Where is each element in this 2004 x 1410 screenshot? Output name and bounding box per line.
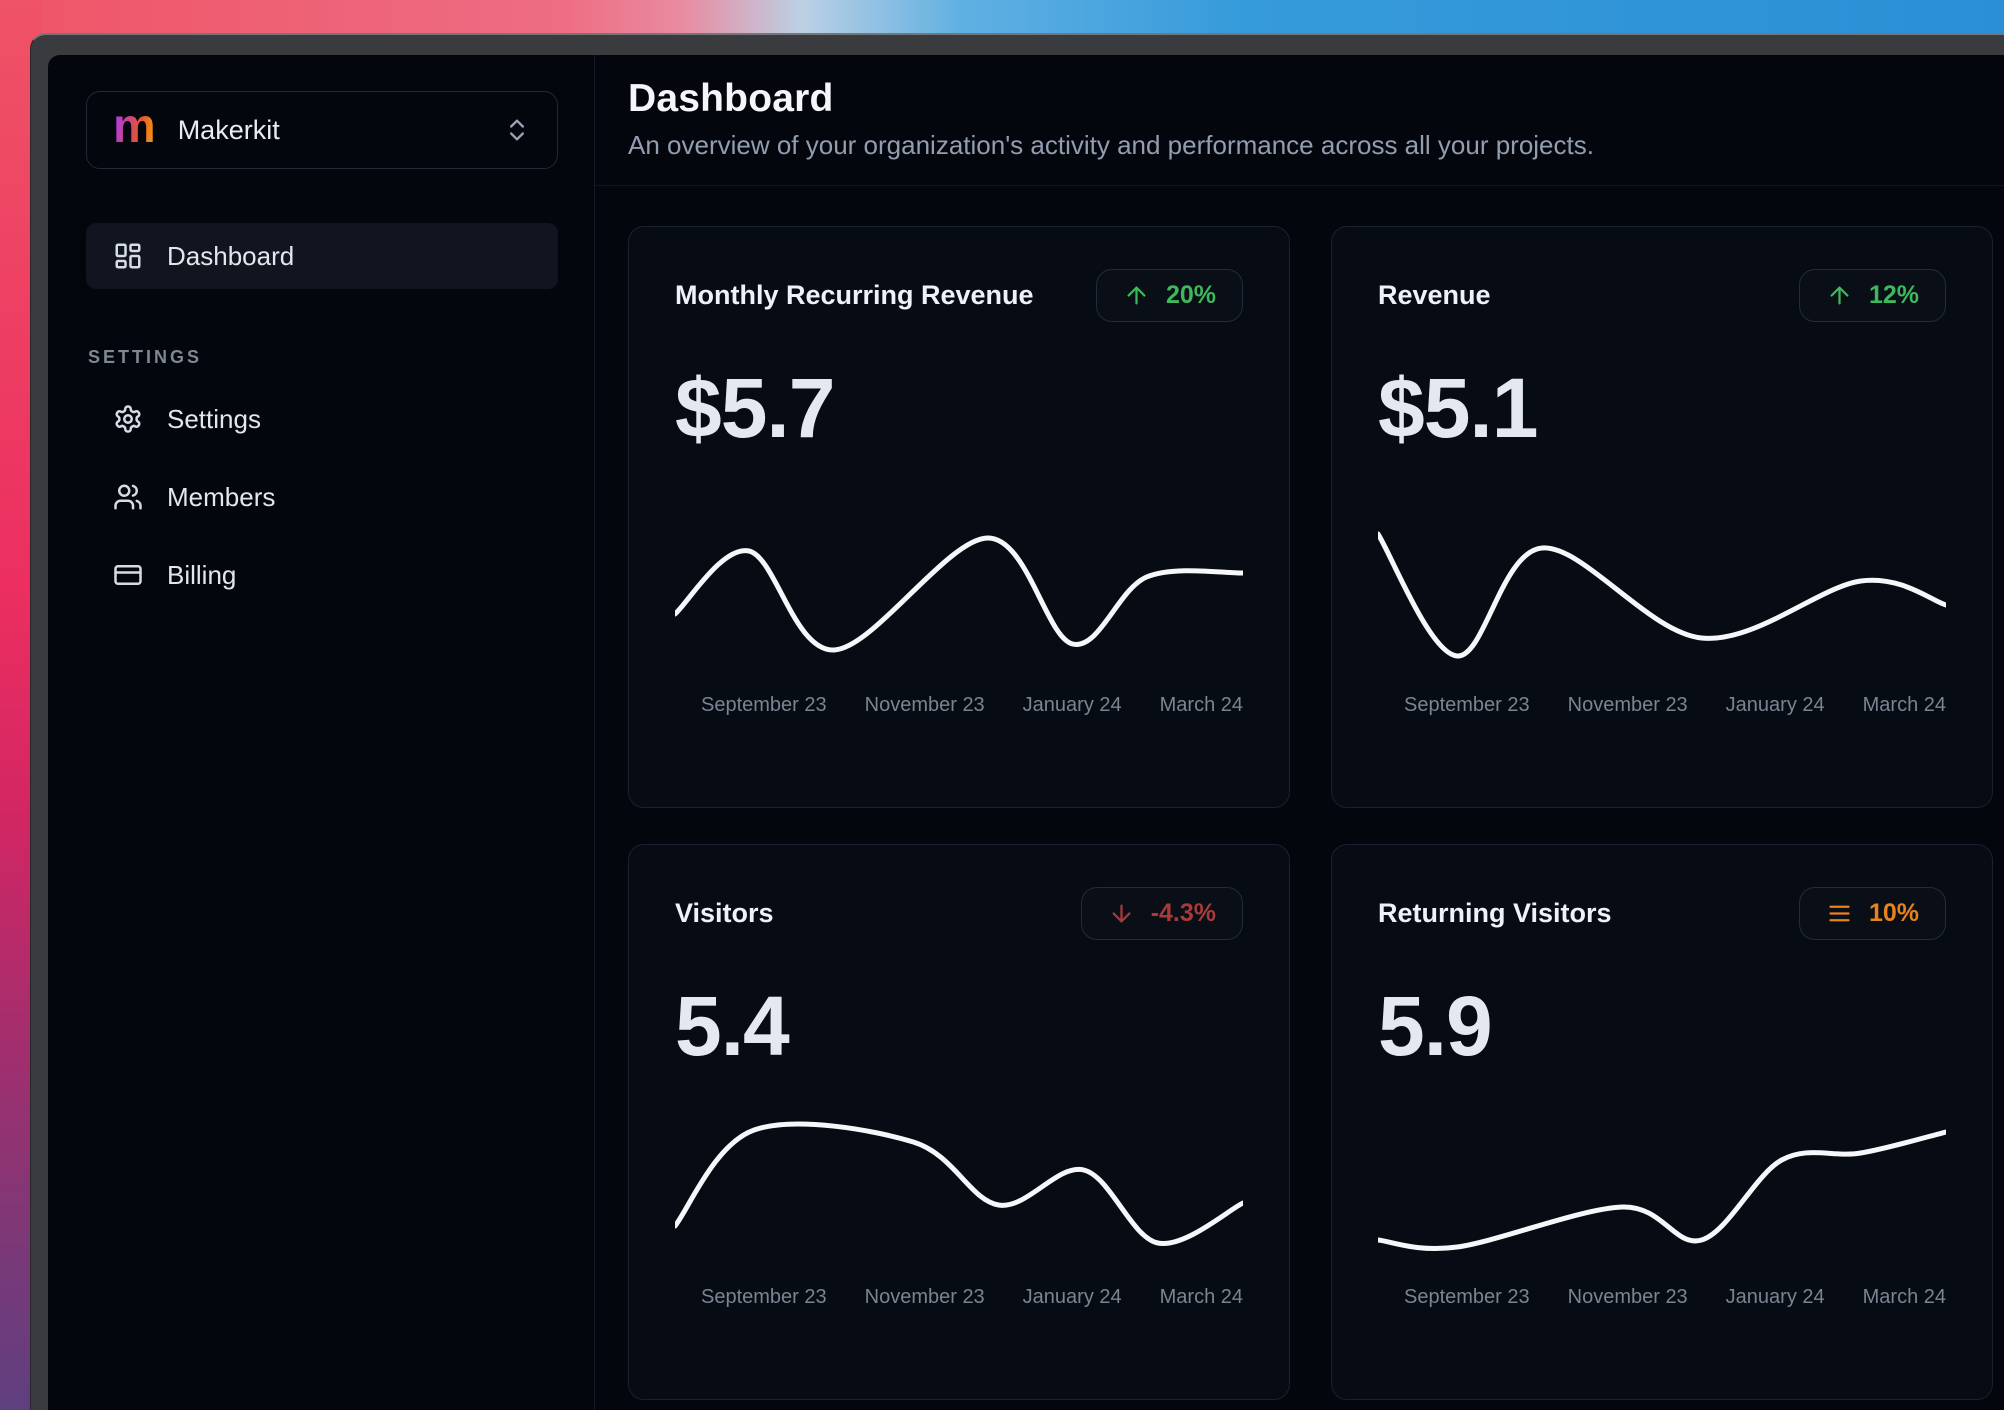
- x-axis-labels: September 23 November 23 January 24 March 2…: [1378, 694, 1946, 717]
- metric-card: Monthly Recurring Revenue 20% $5.7 Septe…: [628, 226, 1290, 808]
- x-axis-labels: September 23 November 23 January 24 March 2…: [675, 694, 1243, 717]
- settings-section-label: SETTINGS: [88, 347, 203, 367]
- trend-badge: -4.3%: [1080, 887, 1243, 940]
- main-area: Dashboard An overview of your organizati…: [595, 55, 2004, 1410]
- sparkline-chart: [675, 1112, 1243, 1262]
- credit-card-icon: [113, 560, 143, 590]
- chart-block: September 23 November 23 January 24 March 2…: [675, 520, 1243, 717]
- card-header: Returning Visitors 10%: [1378, 887, 1946, 940]
- x-axis-labels: September 23 November 23 January 24 March 2…: [675, 1286, 1243, 1309]
- x-axis-tick: September 23: [701, 694, 827, 716]
- metric-value: 5.9: [1378, 979, 1493, 1073]
- chart-block: September 23 November 23 January 24 March 2…: [1378, 1112, 1946, 1309]
- sparkline-chart: [1378, 520, 1946, 670]
- card-header: Visitors -4.3%: [675, 887, 1243, 940]
- sidebar-item-dashboard[interactable]: Dashboard: [86, 223, 558, 289]
- main-nav: Dashboard: [86, 223, 558, 289]
- page-header: Dashboard An overview of your organizati…: [595, 55, 2004, 186]
- x-axis-labels: September 23 November 23 January 24 March 2…: [1378, 1286, 1946, 1309]
- x-axis-tick: November 23: [864, 694, 985, 716]
- settings-nav: Settings Members Billing: [86, 386, 558, 608]
- metric-value: $5.7: [675, 361, 836, 455]
- trend-badge: 12%: [1798, 269, 1946, 322]
- sidebar-item-label: Dashboard: [167, 240, 295, 271]
- sidebar-item-members[interactable]: Members: [86, 464, 558, 530]
- trend-value: -4.3%: [1150, 899, 1216, 927]
- sparkline-chart: [1378, 1112, 1946, 1262]
- card-title: Returning Visitors: [1378, 898, 1612, 928]
- x-axis-tick: November 23: [1567, 694, 1688, 716]
- layout-dashboard-icon: [113, 241, 143, 271]
- x-axis-tick: January 24: [1022, 1286, 1122, 1308]
- arrow-up-icon: [1123, 282, 1150, 309]
- arrow-down-icon: [1108, 900, 1135, 927]
- page-title: Dashboard: [628, 77, 834, 120]
- trend-badge: 10%: [1798, 887, 1946, 940]
- chevrons-up-down-icon: [503, 116, 531, 144]
- sparkline-chart: [675, 520, 1243, 670]
- card-title: Revenue: [1378, 280, 1491, 310]
- x-axis-tick: January 24: [1725, 694, 1825, 716]
- trend-badge: 20%: [1095, 269, 1243, 322]
- workspace-selector[interactable]: m Makerkit: [86, 91, 558, 169]
- chart-block: September 23 November 23 January 24 March 2…: [1378, 520, 1946, 717]
- page-subtitle: An overview of your organization's activ…: [628, 130, 1594, 160]
- trend-value: 12%: [1868, 281, 1919, 309]
- x-axis-tick: March 24: [1862, 1286, 1946, 1308]
- card-title: Monthly Recurring Revenue: [675, 280, 1034, 310]
- metric-value: $5.1: [1378, 361, 1539, 455]
- workspace-name: Makerkit: [177, 114, 280, 145]
- makerkit-logo: m: [113, 100, 156, 153]
- card-title: Visitors: [675, 898, 774, 928]
- x-axis-tick: January 24: [1725, 1286, 1825, 1308]
- window-content: m Makerkit Dashboard SETTINGS Settings M…: [48, 55, 2004, 1410]
- x-axis-tick: March 24: [1159, 694, 1243, 716]
- sidebar: m Makerkit Dashboard SETTINGS Settings M…: [48, 55, 595, 1410]
- sidebar-item-label: Settings: [167, 403, 261, 434]
- cards-grid: Monthly Recurring Revenue 20% $5.7 Septe…: [595, 186, 2004, 1400]
- x-axis-tick: September 23: [701, 1286, 827, 1308]
- app-window: m Makerkit Dashboard SETTINGS Settings M…: [30, 33, 2004, 1410]
- arrow-up-icon: [1826, 282, 1853, 309]
- sidebar-item-label: Billing: [167, 559, 237, 590]
- metric-card: Revenue 12% $5.1 September 23 November 23…: [1331, 226, 1993, 808]
- sidebar-item-billing[interactable]: Billing: [86, 542, 558, 608]
- trend-value: 10%: [1868, 899, 1919, 927]
- metric-card: Returning Visitors 10% 5.9 September 23 N…: [1331, 844, 1993, 1400]
- x-axis-tick: September 23: [1404, 694, 1530, 716]
- sidebar-item-settings[interactable]: Settings: [86, 386, 558, 452]
- x-axis-tick: January 24: [1022, 694, 1122, 716]
- x-axis-tick: March 24: [1159, 1286, 1243, 1308]
- users-icon: [113, 482, 143, 512]
- metric-value: 5.4: [675, 979, 790, 1073]
- sidebar-item-label: Members: [167, 481, 276, 512]
- metric-card: Visitors -4.3% 5.4 September 23 November …: [628, 844, 1290, 1400]
- chart-block: September 23 November 23 January 24 March 2…: [675, 1112, 1243, 1309]
- card-header: Monthly Recurring Revenue 20%: [675, 269, 1243, 322]
- card-header: Revenue 12%: [1378, 269, 1946, 322]
- trend-value: 20%: [1165, 281, 1216, 309]
- x-axis-tick: September 23: [1404, 1286, 1530, 1308]
- x-axis-tick: March 24: [1862, 694, 1946, 716]
- x-axis-tick: November 23: [1567, 1286, 1688, 1308]
- menu-icon: [1826, 900, 1853, 927]
- gear-icon: [113, 404, 143, 434]
- x-axis-tick: November 23: [864, 1286, 985, 1308]
